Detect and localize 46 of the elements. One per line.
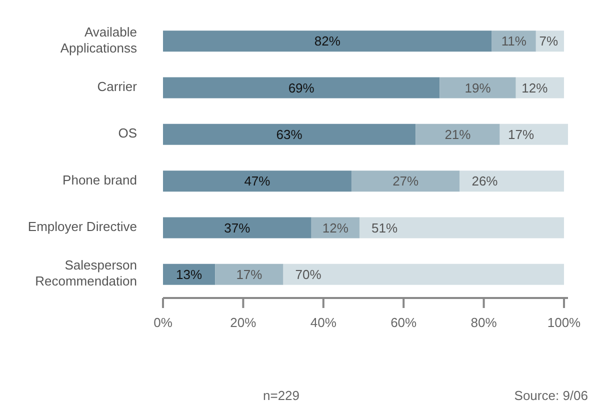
x-tick-label: 40% [310,315,337,330]
data-label: 69% [288,80,315,96]
bar [163,217,312,238]
y-tick-label: Carrier [97,79,138,94]
y-tick-label: Salesperson Recommendation [35,258,137,290]
bar [283,264,564,285]
data-label: 37% [224,220,251,236]
bar [416,124,500,145]
data-label: 26% [472,174,498,189]
bar [163,30,492,52]
data-label: 47% [244,174,271,189]
data-label: 12% [322,220,349,236]
x-tick-label: 0% [154,315,173,330]
bar [163,264,216,285]
source-note: Source: 9/06 [514,388,588,403]
y-tick-label: Phone brand [62,172,137,188]
data-label: 63% [276,126,303,142]
data-label: 11% [501,34,527,49]
data-label: 13% [176,266,203,282]
bar [460,170,564,192]
data-label: 51% [371,220,398,236]
data-label: 27% [392,174,420,189]
bar [500,124,568,145]
y-tick-label: OS [118,126,138,142]
data-label: 82% [314,34,341,49]
bar [163,170,352,192]
x-tick-label: 60% [390,315,418,330]
x-tick-label: 80% [470,315,498,330]
y-tick-label: Available Applicationss [60,24,138,56]
data-label: 21% [444,126,472,142]
y-tick-label: Employer Directive [28,219,137,234]
data-label: 19% [464,80,492,96]
data-label: 17% [508,126,534,142]
bar [359,217,564,238]
bar [440,77,516,98]
data-label: 12% [522,80,548,96]
data-label: 7% [539,34,559,49]
bar [215,264,284,285]
data-label: 17% [236,266,263,282]
bar [163,77,440,98]
data-label: 70% [295,266,322,282]
bar [163,124,416,145]
bar [351,170,460,192]
text: n=229 [263,388,300,403]
x-tick-label: 20% [230,315,257,330]
x-tick-label: 100% [547,315,582,330]
